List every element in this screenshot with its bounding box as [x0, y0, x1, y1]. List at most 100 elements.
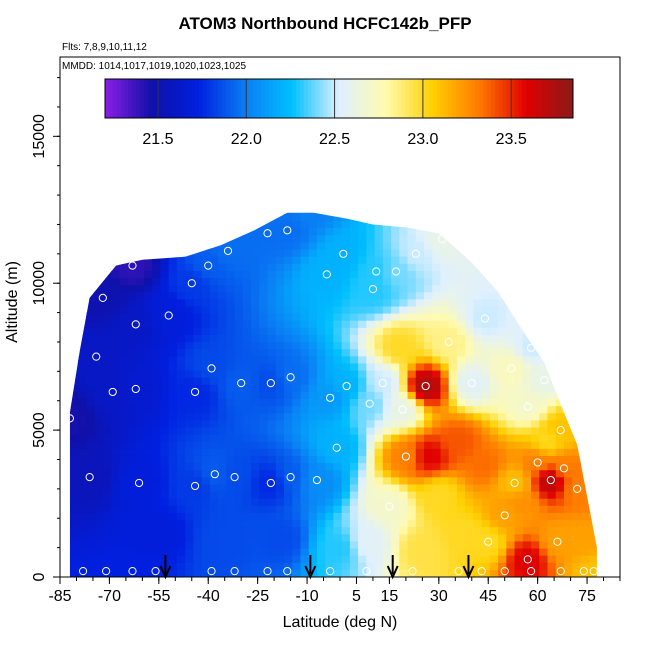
heatmap-cell	[580, 434, 590, 443]
y-tick-label: 10000	[31, 261, 48, 306]
heatmap-cell	[201, 406, 211, 414]
colorbar-cell	[436, 79, 441, 118]
heatmap-cell	[424, 278, 433, 286]
heatmap-cell	[152, 212, 162, 215]
heatmap-cell	[300, 292, 310, 300]
heatmap-cell	[160, 249, 170, 258]
heatmap-cell	[547, 555, 557, 564]
heatmap-cell	[135, 413, 145, 421]
heatmap-cell	[135, 384, 145, 393]
heatmap-cell	[366, 548, 376, 557]
heatmap-cell	[531, 498, 540, 507]
heatmap-cell	[374, 242, 384, 251]
heatmap-cell	[135, 406, 145, 414]
heatmap-cell	[432, 270, 442, 279]
heatmap-cell	[588, 548, 597, 557]
heatmap-cell	[564, 370, 573, 379]
heatmap-cell	[209, 434, 219, 443]
heatmap-cell	[259, 213, 269, 222]
heatmap-cell	[316, 427, 326, 436]
heatmap-cell	[555, 498, 565, 507]
heatmap-cell	[94, 306, 104, 315]
heatmap-cell	[391, 520, 400, 528]
heatmap-cell	[284, 221, 293, 229]
heatmap-cell	[176, 441, 186, 450]
heatmap-cell	[185, 527, 195, 535]
colorbar-cell	[311, 79, 317, 118]
heatmap-cell	[78, 221, 87, 229]
heatmap-cell	[448, 512, 458, 521]
heatmap-cell	[300, 427, 310, 436]
heatmap-cell	[498, 562, 507, 571]
heatmap-cell	[448, 420, 458, 429]
heatmap-cell	[399, 212, 409, 215]
heatmap-cell	[316, 441, 326, 450]
heatmap-cell	[86, 413, 96, 421]
heatmap-cell	[547, 520, 557, 528]
heatmap-cell	[218, 562, 227, 571]
heatmap-cell	[185, 356, 195, 365]
heatmap-cell	[539, 306, 549, 315]
heatmap-cell	[135, 455, 145, 464]
heatmap-cell	[506, 548, 516, 557]
heatmap-cell	[111, 320, 120, 329]
sample-point	[444, 337, 453, 347]
heatmap-cell	[242, 334, 252, 343]
heatmap-cell	[407, 212, 417, 215]
heatmap-cell	[588, 327, 597, 336]
heatmap-cell	[522, 292, 532, 300]
heatmap-cell	[168, 562, 178, 571]
heatmap-cell	[135, 363, 145, 372]
heatmap-cell	[415, 512, 425, 521]
heatmap-cell	[522, 463, 532, 471]
colorbar-cell	[549, 79, 554, 118]
heatmap-cell	[176, 498, 186, 507]
heatmap-cell	[275, 334, 285, 343]
heatmap-cell	[168, 527, 178, 535]
heatmap-cell	[316, 313, 326, 322]
heatmap-cell	[514, 228, 524, 236]
heatmap-cell	[374, 484, 384, 493]
heatmap-cell	[193, 477, 203, 486]
heatmap-cell	[259, 527, 269, 535]
heatmap-cell	[448, 313, 458, 322]
heatmap-cell	[391, 391, 400, 400]
heatmap-cell	[564, 420, 573, 429]
heatmap-cell	[432, 306, 442, 315]
heatmap-cell	[135, 334, 145, 343]
heatmap-cell	[473, 377, 483, 386]
heatmap-cell	[218, 249, 227, 258]
heatmap-cell	[316, 235, 326, 244]
heatmap-cell	[259, 235, 269, 244]
heatmap-cell	[333, 342, 343, 350]
heatmap-cell	[366, 235, 376, 244]
heatmap-cell	[489, 306, 499, 315]
heatmap-cell	[481, 221, 491, 229]
heatmap-cell	[160, 420, 170, 429]
sample-point	[332, 443, 341, 452]
heatmap-cell	[374, 292, 384, 300]
heatmap-cell	[572, 413, 582, 421]
heatmap-cell	[78, 342, 87, 350]
heatmap-cell	[407, 213, 417, 222]
heatmap-cell	[358, 420, 367, 429]
heatmap-cell	[193, 448, 203, 457]
heatmap-cell	[119, 356, 129, 365]
heatmap-cell	[489, 548, 499, 557]
heatmap-cell	[580, 470, 590, 478]
colorbar-cell	[514, 79, 519, 118]
heatmap-cell	[407, 377, 417, 386]
heatmap-cell	[292, 249, 302, 258]
heatmap-cell	[86, 399, 96, 407]
heatmap-cell	[193, 434, 203, 443]
heatmap-cell	[424, 235, 433, 244]
heatmap-cell	[160, 527, 170, 535]
heatmap-cell	[218, 484, 227, 493]
heatmap-cell	[539, 370, 549, 379]
heatmap-cell	[341, 384, 351, 393]
heatmap-cell	[209, 235, 219, 244]
heatmap-cell	[481, 527, 491, 535]
heatmap-cell	[94, 541, 104, 550]
heatmap-cell	[160, 455, 170, 464]
heatmap-cell	[218, 334, 227, 343]
